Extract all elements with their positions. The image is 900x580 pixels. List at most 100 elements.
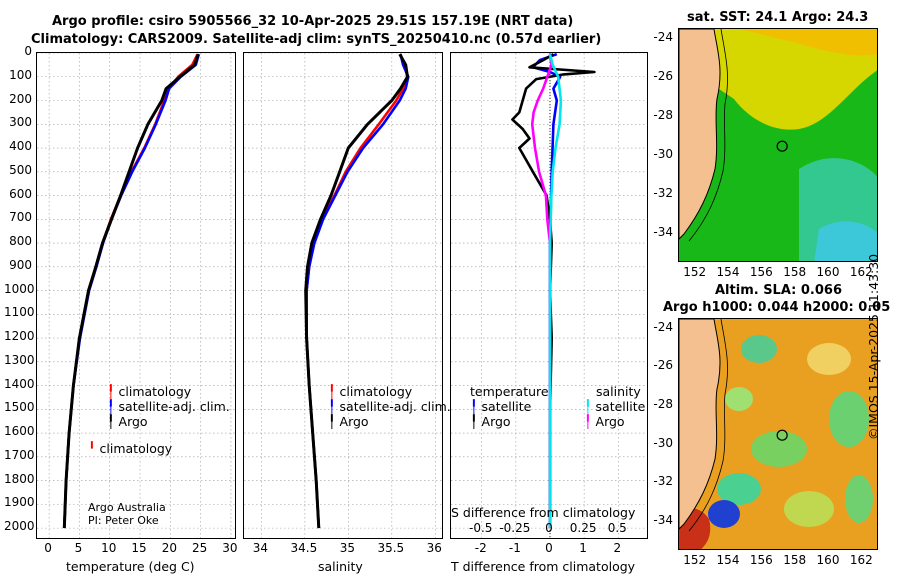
- depth-tick: 800: [9, 234, 32, 249]
- s-diff-tick-label: -0.25: [499, 521, 531, 535]
- map-lat-tick: -24: [653, 29, 673, 44]
- coastline-land: [679, 319, 721, 530]
- argo-position-marker: [776, 429, 788, 441]
- map-lat-tick: -34: [653, 224, 673, 239]
- s-diff-tick-label: 0.25: [569, 521, 597, 535]
- depth-tick: 700: [9, 210, 32, 225]
- x-tick-label: 15: [131, 541, 147, 555]
- diff-legend-sal-satellite: satellite: [595, 399, 646, 414]
- x-tick-label: 0: [545, 541, 553, 555]
- map-lon-tick: 158: [783, 265, 807, 279]
- depth-tick: 1300: [4, 352, 35, 367]
- difference-panel: [450, 52, 648, 539]
- legend-sal-satellite: satellite-adj. clim.: [339, 399, 451, 414]
- depth-tick: 200: [9, 91, 32, 106]
- map-lat-tick: -34: [653, 513, 673, 527]
- s-diff-tick-label: 0: [545, 521, 553, 535]
- map-lon-tick: 152: [683, 265, 707, 279]
- depth-tick: 1600: [4, 424, 35, 439]
- legend-sal-argo: Argo: [339, 414, 369, 429]
- coastline-land: [679, 29, 721, 240]
- diff-line-salinity-satellite: [548, 53, 563, 529]
- map-lon-tick: 158: [783, 553, 807, 567]
- temperature-panel: ╹ climatology: [36, 52, 236, 539]
- sla-anomaly: [751, 431, 807, 467]
- imos-timestamp: ©IMOS 15-Apr-2025 11:43:30: [866, 253, 881, 440]
- map-lon-tick: 156: [749, 265, 773, 279]
- legend-marker-argo-2: ╿: [328, 414, 336, 429]
- temperature-axis-label: temperature (deg C): [66, 559, 195, 574]
- map-lon-tick: 154: [716, 553, 740, 567]
- map-lat-tick: -30: [653, 146, 673, 161]
- sal-legend: ╿ climatology ╿ satellite-adj. clim. ╿ A…: [328, 384, 451, 429]
- map-lon-tick: 162: [849, 265, 873, 279]
- map-lon-tick: 162: [849, 553, 873, 567]
- series-line-argo: [304, 53, 409, 529]
- x-tick-label: 2: [613, 541, 622, 555]
- x-tick-label: 30: [222, 541, 238, 555]
- temp-legend-clim-label: climatology: [99, 441, 173, 456]
- sla-anomaly: [784, 491, 834, 527]
- series-line-satellite-adj--clim-: [63, 53, 201, 529]
- x-tick-label: 20: [161, 541, 177, 555]
- legend-marker-climatology: ╿: [107, 384, 115, 399]
- sla-anomaly: [708, 500, 740, 528]
- depth-tick: 100: [9, 67, 32, 82]
- t-difference-axis-label: T difference from climatology: [451, 559, 636, 574]
- diff-legend-temp-title: temperature: [470, 384, 549, 399]
- legend-marker-sal-argo: ╿: [584, 414, 592, 429]
- legend-temp-satellite: satellite-adj. clim.: [118, 399, 230, 414]
- sla-anomaly: [725, 387, 753, 411]
- map-lon-tick: 160: [816, 265, 840, 279]
- x-tick-label: 35.5: [377, 541, 405, 555]
- sla-map: [678, 318, 878, 550]
- map-lat-tick: -32: [653, 474, 673, 489]
- map-lat-tick: -26: [653, 68, 673, 83]
- s-diff-tick-label: 0.5: [607, 521, 627, 535]
- depth-tick: 1200: [4, 329, 35, 344]
- sst-map-title: sat. SST: 24.1 Argo: 24.3: [687, 10, 869, 25]
- sla-map-title: Altim. SLA: 0.066: [715, 283, 842, 298]
- credit-line-1: Argo Australia: [88, 501, 166, 514]
- diff-legend-salinity: salinity ╿ satellite ╿ Argo: [584, 384, 645, 429]
- x-tick-label: -1: [508, 541, 521, 555]
- x-tick-label: 1: [579, 541, 587, 555]
- map-lon-tick: 154: [716, 265, 740, 279]
- map-lon-tick: 156: [749, 553, 773, 567]
- x-tick-label: 34: [252, 541, 269, 555]
- map-lat-tick: -28: [653, 397, 673, 411]
- legend-marker-climatology-2: ╿: [328, 384, 336, 399]
- temp-legend: ╿ climatology ╿ satellite-adj. clim. ╿ A…: [107, 384, 230, 429]
- warm-water: [679, 29, 877, 130]
- depth-tick: 1700: [4, 447, 35, 462]
- s-diff-tick-label: -0.5: [469, 521, 493, 535]
- shelf-contour: [688, 29, 728, 242]
- x-tick-label: 5: [74, 541, 83, 555]
- legend-marker-sal-sat: ╿: [584, 399, 592, 414]
- legend-marker-satellite: ╿: [107, 399, 115, 414]
- diff-legend-temp-argo: Argo: [481, 414, 511, 429]
- depth-tick: 1800: [4, 471, 35, 486]
- sla-anomaly: [741, 335, 777, 363]
- legend-temp-argo: Argo: [118, 414, 148, 429]
- diff-legend-sal-argo: Argo: [595, 414, 625, 429]
- salinity-panel: [243, 52, 443, 539]
- shelf-contour: [688, 319, 728, 532]
- salinity-axis-label: salinity: [318, 559, 363, 574]
- diff-legend-temp-satellite: satellite: [481, 399, 532, 414]
- x-tick-label: 36: [426, 541, 442, 555]
- map-lon-tick: 152: [683, 553, 707, 567]
- sst-map: [678, 28, 878, 262]
- depth-tick: 1000: [4, 281, 35, 296]
- legend-marker-temp-sat: ╿: [470, 399, 478, 414]
- depth-tick: 500: [9, 162, 32, 177]
- argo-position-marker: [776, 140, 788, 152]
- x-tick-label: 34.5: [290, 541, 318, 555]
- coolest-water: [814, 221, 877, 261]
- depth-tick: 400: [9, 139, 32, 154]
- depth-tick: 900: [9, 257, 32, 272]
- title-line-1: Argo profile: csiro 5905566_32 10-Apr-20…: [52, 14, 574, 29]
- map-lat-tick: -30: [653, 435, 673, 450]
- x-tick-label: 35: [339, 541, 355, 555]
- sla-map-subtitle: Argo h1000: 0.044 h2000: 0.05: [663, 300, 891, 315]
